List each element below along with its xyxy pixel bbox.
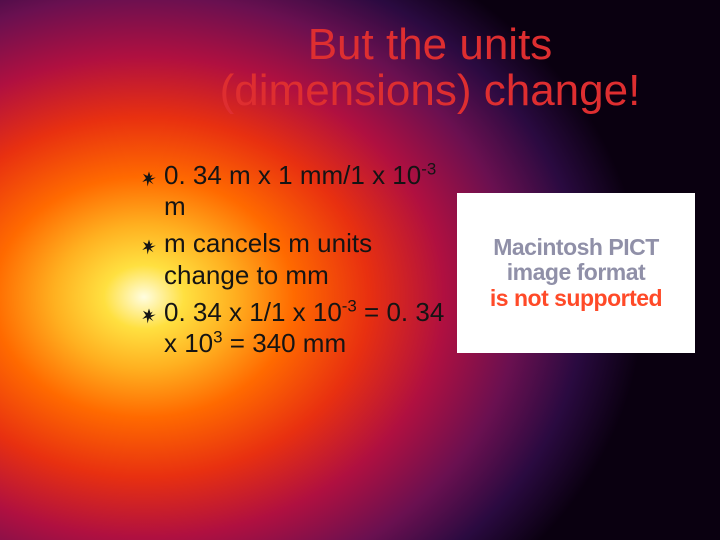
bullet-item: 0. 34 x 1/1 x 10-3 = 0. 34 x 103 = 340 m… xyxy=(140,297,450,359)
superscript: -3 xyxy=(342,296,357,315)
bullet-text: 0. 34 m x 1 mm/1 x 10-3 m xyxy=(164,160,450,222)
text-run: m cancels m units change to mm xyxy=(164,228,372,289)
slide: But the units (dimensions) change! 0. 34… xyxy=(0,0,720,540)
pointer-icon xyxy=(140,232,158,263)
bullet-item: m cancels m units change to mm xyxy=(140,228,450,290)
text-run: 0. 34 x 1/1 x 10 xyxy=(164,297,342,327)
bullet-item: 0. 34 m x 1 mm/1 x 10-3 m xyxy=(140,160,450,222)
text-run: m xyxy=(164,191,186,221)
text-run: 0. 34 m x 1 mm/1 x 10 xyxy=(164,160,421,190)
bullet-list: 0. 34 m x 1 mm/1 x 10-3 m m cancels m un… xyxy=(140,160,450,365)
slide-title: But the units (dimensions) change! xyxy=(170,22,690,114)
superscript: -3 xyxy=(421,159,436,178)
pict-error-line-1: Macintosh PICT xyxy=(493,235,659,260)
bullet-text: m cancels m units change to mm xyxy=(164,228,450,290)
superscript: 3 xyxy=(213,327,222,346)
pict-error-box: Macintosh PICT image format is not suppo… xyxy=(457,193,695,353)
pict-error-line-3: is not supported xyxy=(490,286,662,311)
text-run: = 340 mm xyxy=(223,328,347,358)
pict-error-line-2: image format xyxy=(507,260,645,285)
title-line-2: (dimensions) change! xyxy=(170,68,690,114)
pointer-icon xyxy=(140,164,158,195)
bullet-text: 0. 34 x 1/1 x 10-3 = 0. 34 x 103 = 340 m… xyxy=(164,297,450,359)
title-line-1: But the units xyxy=(170,22,690,68)
pointer-icon xyxy=(140,301,158,332)
